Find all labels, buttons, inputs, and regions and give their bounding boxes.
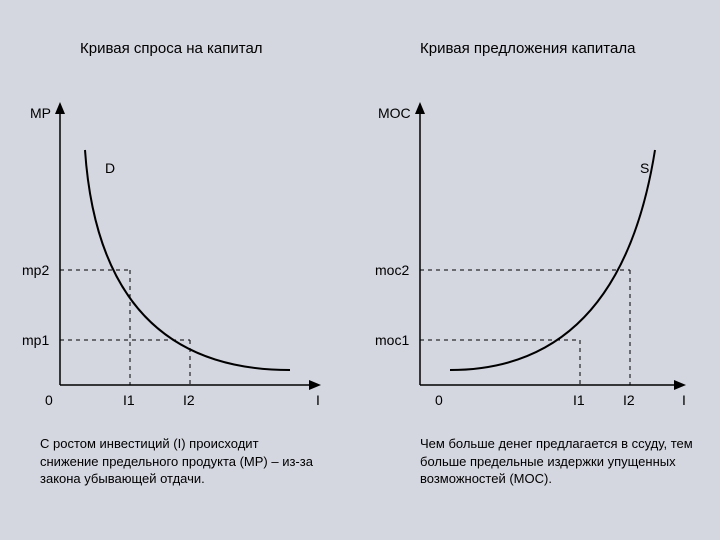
charts-svg — [0, 0, 720, 540]
